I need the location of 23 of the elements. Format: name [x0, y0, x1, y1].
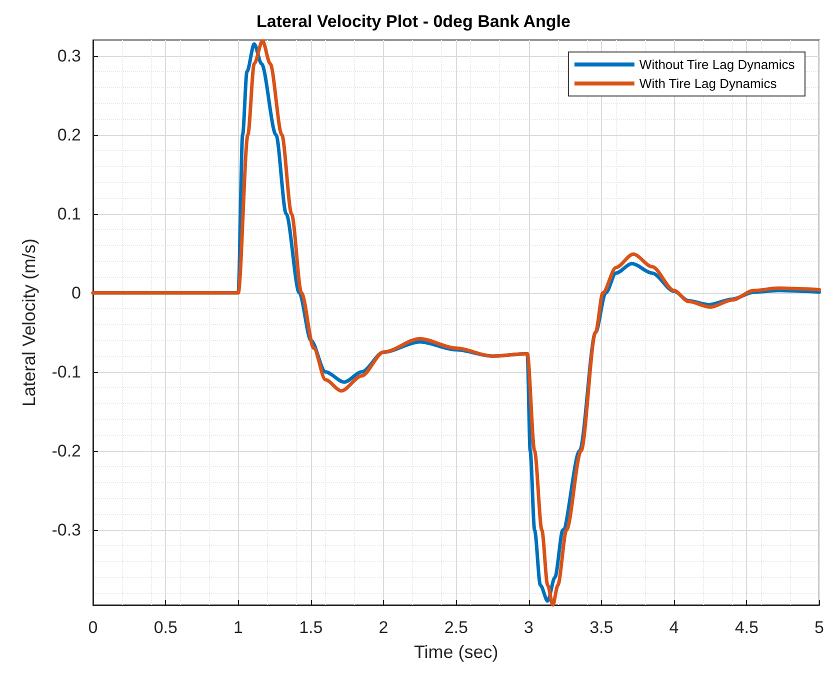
legend-label: With Tire Lag Dynamics [639, 76, 778, 91]
x-tick-label: 2.5 [444, 618, 468, 637]
x-tick-label: 0.5 [154, 618, 178, 637]
y-tick-label: 0.2 [57, 125, 81, 144]
y-tick-label: 0.1 [57, 204, 81, 224]
legend-label: Without Tire Lag Dynamics [639, 57, 796, 72]
x-tick-label: 4 [669, 618, 679, 637]
x-tick-label: 2 [378, 618, 388, 637]
x-tick-label: 3.5 [590, 618, 614, 637]
y-tick-label: 0.3 [57, 46, 81, 66]
y-tick-label: -0.3 [52, 520, 81, 540]
x-tick-label: 1 [234, 618, 243, 637]
y-axis-title: Lateral Velocity (m/s) [19, 238, 39, 407]
x-tick-label: 0 [88, 618, 98, 637]
chart-title: Lateral Velocity Plot - 0deg Bank Angle [256, 12, 570, 31]
y-tick-label: -0.1 [52, 362, 81, 382]
x-tick-label: 1.5 [299, 618, 323, 637]
x-tick-label: 3 [524, 618, 534, 637]
x-axis-title: Time (sec) [414, 642, 498, 662]
y-tick-label: -0.2 [52, 441, 81, 460]
x-tick-label: 5 [814, 618, 824, 637]
x-tick-label: 4.5 [734, 618, 758, 637]
y-tick-label: 0 [72, 283, 81, 302]
